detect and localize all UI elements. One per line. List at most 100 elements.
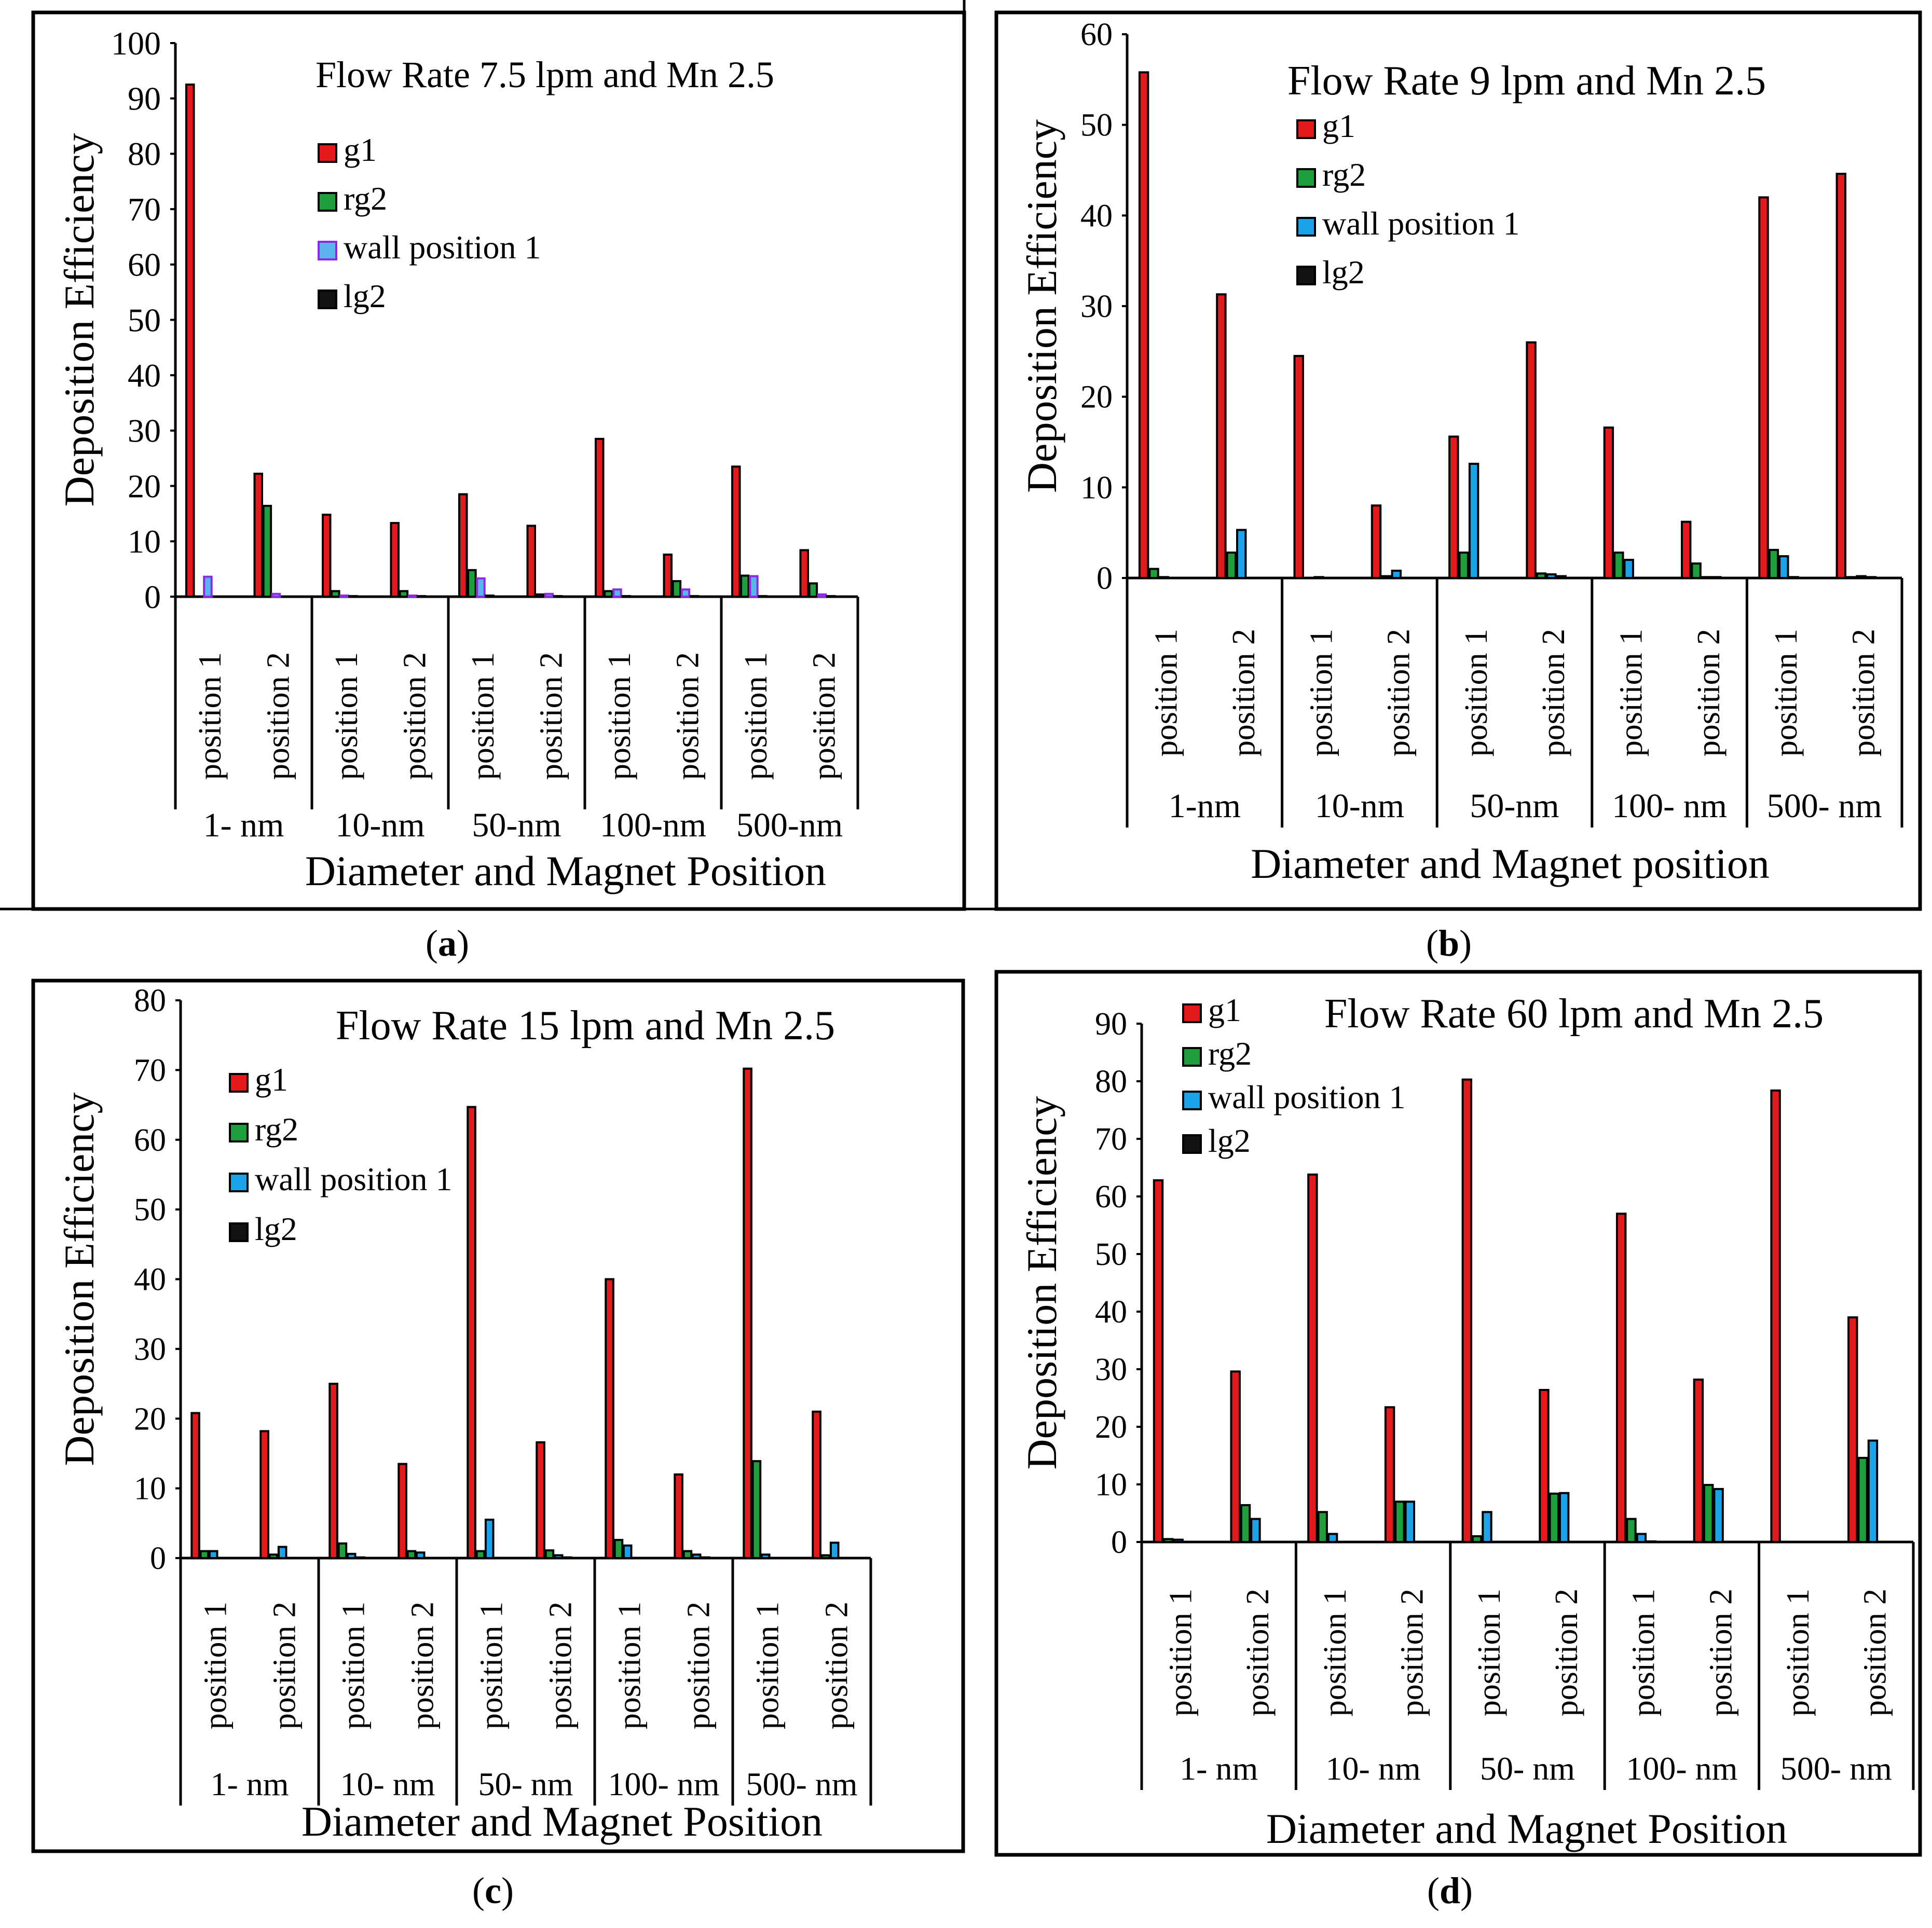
bar-g1-2 [1230, 1370, 1241, 1543]
x-category-label: position 2 [1858, 1589, 1893, 1716]
panel-c-x-axis-label: Diameter and Magnet Position [302, 1798, 823, 1845]
bar-rg2-9 [1768, 548, 1779, 580]
y-tick-label: 10 [128, 523, 161, 560]
bar-rg2-10 [1846, 576, 1857, 580]
y-tick-label: 20 [1095, 1410, 1127, 1445]
x-category-label: position 1 [1614, 629, 1649, 756]
bar-g1-9 [1770, 1089, 1781, 1544]
panel-a-y-axis-label: Deposition Efficiency [56, 133, 103, 506]
caption-b-letter: b [1438, 922, 1459, 964]
y-tick-label: 0 [1111, 1525, 1127, 1560]
bar-rg2-2 [1240, 1504, 1251, 1543]
bar-wall-position-1-5 [476, 577, 486, 598]
bar-lg2-6 [553, 595, 563, 598]
bar-rg2-3 [1317, 1511, 1328, 1544]
bar-wall-position-1-6 [553, 1554, 564, 1560]
x-category-label: position 2 [681, 1602, 717, 1729]
bar-g1-9 [743, 1067, 752, 1559]
bar-rg2-5 [1458, 552, 1469, 579]
bar-wall-position-1-7 [1636, 1533, 1647, 1543]
panel-b-frame [994, 10, 1922, 911]
bar-wall-position-1-1 [203, 575, 213, 598]
y-tick-label: 10 [134, 1471, 166, 1507]
legend-label-wall-position-1: wall position 1 [1208, 1079, 1405, 1116]
caption-d-letter: d [1440, 1870, 1460, 1911]
legend-swatch-g1 [229, 1073, 249, 1093]
x-category-label: position 2 [1549, 1589, 1584, 1716]
bar-g1-4 [398, 1463, 407, 1560]
panel-a-x-axis-label: Diameter and Magnet Position [305, 847, 826, 894]
bar-g1-2 [259, 1430, 269, 1559]
bar-wall-position-1-6 [544, 593, 554, 598]
legend-label-g1: g1 [1322, 107, 1355, 144]
x-category-label: position 2 [543, 1602, 579, 1729]
legend-label-g1: g1 [255, 1061, 288, 1098]
bar-wall-position-1-1 [1158, 576, 1170, 580]
bar-g1-5 [1448, 435, 1459, 579]
bar-rg2-5 [475, 1550, 486, 1560]
legend-label-g1: g1 [1208, 991, 1241, 1028]
bar-rg2-2 [262, 505, 272, 598]
x-category-label: position 1 [1769, 629, 1804, 756]
x-category-label: position 2 [1381, 629, 1417, 756]
bar-wall-position-1-2 [277, 1546, 287, 1559]
x-group-label: 1- nm [210, 1766, 289, 1802]
bar-wall-position-1-3 [346, 1552, 357, 1559]
legend-label-rg2: rg2 [1208, 1035, 1252, 1072]
bar-wall-position-1-3 [339, 594, 349, 598]
legend-label-rg2: rg2 [344, 180, 387, 217]
x-group-label: 1- nm [1180, 1750, 1258, 1787]
legend-swatch-lg2 [318, 290, 337, 309]
bar-rg2-2 [1226, 552, 1237, 579]
bar-rg2-1 [1148, 568, 1159, 579]
caption-c: (c) [472, 1870, 514, 1911]
legend-label-wall-position-1: wall position 1 [1322, 205, 1519, 242]
legend-label-lg2: lg2 [1208, 1122, 1251, 1159]
bar-g1-9 [1758, 196, 1769, 579]
y-tick-label: 10 [1080, 470, 1113, 505]
legend-swatch-rg2 [1296, 168, 1316, 188]
y-tick-label: 30 [134, 1332, 166, 1367]
bar-g1-3 [328, 1383, 338, 1560]
bar-lg2-10 [1866, 576, 1877, 580]
y-tick-label: 40 [1080, 198, 1113, 233]
y-tick-label: 40 [128, 357, 161, 394]
x-category-label: position 1 [1472, 1589, 1507, 1716]
bar-rg2-10 [1857, 1456, 1868, 1543]
y-tick-label: 80 [128, 135, 161, 172]
y-tick-label: 40 [134, 1262, 166, 1298]
y-tick-label: 20 [134, 1401, 166, 1437]
caption-b: (b) [1426, 922, 1472, 964]
bar-rg2-4 [399, 590, 409, 598]
bar-g1-1 [185, 84, 195, 598]
bar-g1-8 [1693, 1379, 1704, 1543]
panel-c-legend: g1 rg2 wall position 1 lg2 [229, 1061, 452, 1247]
bar-g1-8 [674, 1473, 683, 1560]
bar-rg2-9 [740, 574, 750, 598]
y-tick-label: 30 [1095, 1352, 1127, 1387]
bar-rg2-7 [613, 1539, 624, 1560]
bar-rg2-2 [268, 1553, 279, 1560]
panel-a: Flow Rate 7.5 lpm and Mn 2.5 0 10 20 30 40 50… [56, 25, 859, 894]
bar-wall-position-1-5 [1468, 462, 1479, 580]
bar-wall-position-1-10 [829, 1541, 840, 1559]
panel-b-legend: g1 rg2 wall position 1 lg2 [1296, 107, 1519, 291]
x-category-label: position 2 [1226, 629, 1262, 756]
bar-lg2-10 [826, 595, 836, 598]
bar-wall-position-1-2 [1236, 529, 1247, 580]
x-category-label: position 1 [1780, 1589, 1816, 1716]
legend-swatch-lg2 [1296, 266, 1316, 285]
bar-g1-8 [1681, 520, 1692, 580]
x-category-label: position 1 [612, 1602, 648, 1729]
bar-g1-1 [1153, 1179, 1164, 1543]
bar-rg2-1 [1163, 1538, 1174, 1543]
bar-wall-position-1-9 [760, 1553, 771, 1560]
legend-swatch-wall-position-1 [229, 1173, 249, 1192]
x-group-label: 100- nm [1612, 787, 1727, 825]
bar-lg2-9 [758, 595, 768, 598]
y-tick-label: 70 [1095, 1122, 1127, 1157]
panel-d-legend: g1 rg2 wall position 1 lg2 [1182, 991, 1405, 1159]
legend-swatch-lg2 [1182, 1134, 1202, 1154]
y-tick-label: 60 [134, 1123, 166, 1158]
